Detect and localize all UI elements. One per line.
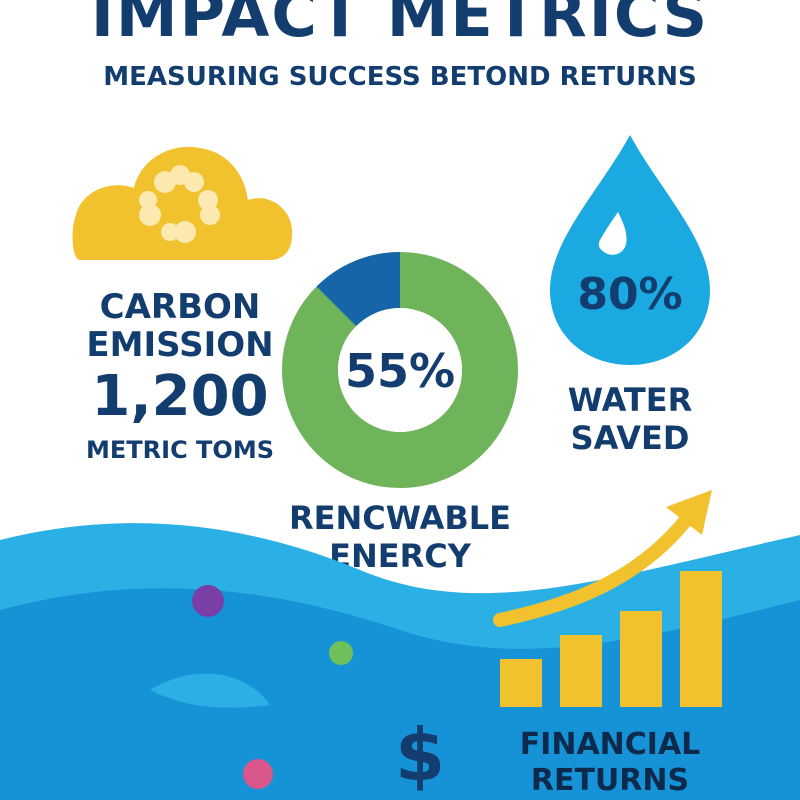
water-drop-icon <box>550 135 710 365</box>
renewable-percent: 55% <box>344 344 456 398</box>
pink-dot <box>243 759 273 789</box>
purple-dot <box>192 585 224 617</box>
renewable-donut <box>282 252 518 488</box>
water-percent: 80% <box>577 269 683 320</box>
growth-bars-icon <box>493 490 722 707</box>
water-label-line2: SAVED <box>570 419 690 457</box>
growth-bar <box>620 611 662 707</box>
water-label-line1: WATER <box>567 381 693 419</box>
growth-bar <box>680 571 722 707</box>
financial-label-line2: RETURNS <box>530 763 690 798</box>
growth-bar <box>500 659 542 707</box>
dollar-icon: $ <box>394 713 446 797</box>
carbon-value: 1,200 <box>91 364 269 429</box>
green-dot <box>329 641 353 665</box>
financial-label-line1: FINANCIAL <box>519 727 701 762</box>
page-title: IMPACT METRICS <box>90 0 710 51</box>
carbon-label-line2: EMISSION <box>86 325 274 365</box>
growth-arrow-line <box>493 508 697 627</box>
renewable-label-line1: RENCWABLE <box>288 499 512 537</box>
page-subtitle: MEASURING SUCCESS BETOND RETURNS <box>103 62 697 92</box>
carbon-label-line1: CARBON <box>99 287 261 327</box>
growth-bar <box>560 635 602 707</box>
recycle-cloud-icon <box>72 146 293 260</box>
carbon-unit: METRIC TOMS <box>86 436 274 464</box>
donut-highlight-segment <box>316 252 402 327</box>
growth-arrowhead <box>666 490 712 535</box>
